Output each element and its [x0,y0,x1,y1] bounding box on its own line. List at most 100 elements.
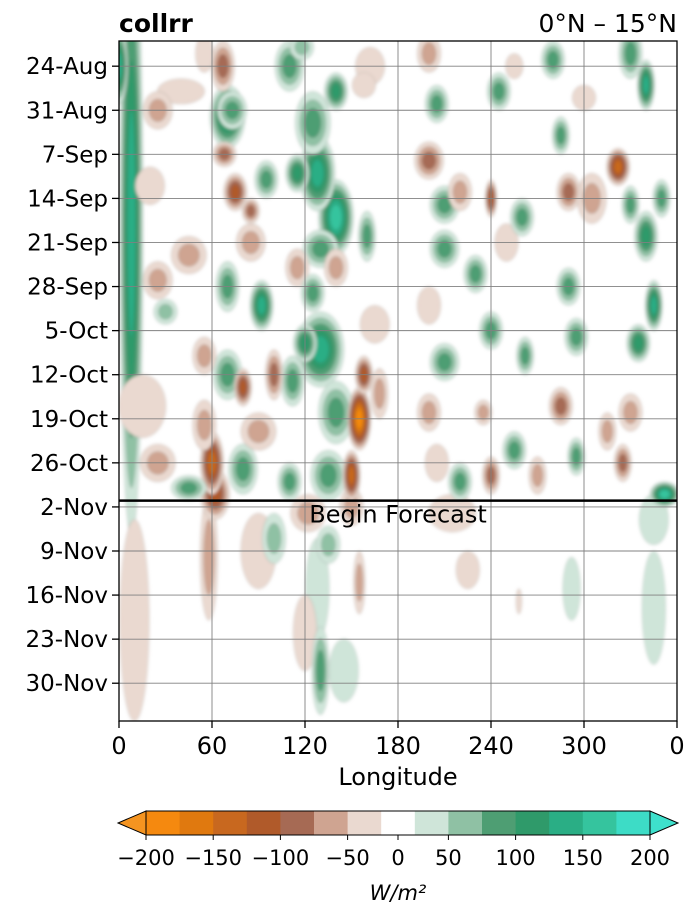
contour-level [328,256,344,280]
heatmap-cell [429,342,460,382]
heatmap-cell [254,160,279,199]
contour-level [180,481,198,495]
contour-level [359,305,390,344]
x-tick-label: 60 [197,732,228,760]
contour-level [119,519,150,721]
heatmap-cell [548,387,573,426]
heatmap-cell [551,116,570,155]
contour-level [430,94,443,114]
heatmap-cell [357,210,377,262]
heatmap-cell [119,519,150,721]
y-tick-label: 5-Oct [45,319,108,345]
colorbar-swatch [616,811,651,835]
contour-level [328,638,359,703]
y-tick-label: 30-Nov [26,671,108,697]
contour-level [640,225,651,247]
contour-level [373,378,386,410]
heatmap-cell [424,84,449,124]
heatmap-cell [277,462,302,501]
contour-level [329,204,343,231]
contour-level [355,563,364,602]
heatmap-cell [621,185,640,224]
heatmap-cell [192,399,217,451]
heatmap-cell [317,380,354,445]
heatmap-cell [199,493,218,621]
heatmap-cell [290,494,327,533]
contour-level [351,72,377,99]
contour-level [158,303,173,320]
grid-lines [119,41,677,721]
contour-level [283,472,296,491]
y-tick-label: 16-Nov [26,583,108,609]
heatmap-cell [300,273,325,313]
contour-level [235,457,251,482]
contour-level [642,75,650,95]
heatmap-cell [562,556,581,621]
contour-level [556,126,566,145]
colorbar-swatch [482,811,516,835]
contour-level [650,295,658,315]
y-tick-label: 2-Nov [40,495,108,521]
contour-level [239,379,247,396]
contour-level [477,404,489,421]
heatmap-cell [119,374,167,438]
contour-level [421,151,437,170]
contour-level [311,239,329,258]
heatmap-cell [416,286,442,325]
colorbar-swatch [146,811,180,835]
contour-level [508,441,521,460]
colorbar-swatch [347,811,382,835]
contour-level [437,353,452,372]
x-tick-label: 300 [561,732,607,760]
contour-level [492,82,505,101]
colorbar-tick-label: −50 [325,846,369,870]
heatmap-cell [641,550,666,665]
contour-level [327,397,345,428]
y-tick-label: 24-Aug [26,54,108,80]
contour-level [294,41,310,56]
contour-level [520,346,530,365]
colorbar-label: W/m² [370,881,427,905]
heatmap-cell [515,336,535,375]
colorbar-swatch [314,811,348,835]
heatmap-cell [261,512,287,564]
contour-level [320,533,336,557]
contour-level [246,204,256,218]
y-axis-ticks: 24-Aug 31-Aug 7-Sep 14-Sep 21-Sep 28-Sep 5-Oct… [26,54,119,697]
contour-level [316,649,325,692]
region-label: 0°N – 15°N [538,9,677,38]
heatmap-cell [474,399,493,426]
contour-level [286,368,299,394]
colorbar-swatch [582,811,617,835]
heatmap-cell [633,210,659,262]
colorbar: −200 −150 −100 −50 0 50 100 150 200 [116,810,680,870]
heatmap-cell [605,147,631,187]
contour-level [562,183,575,202]
heatmap-cell [528,456,547,495]
x-tick-label: 240 [468,732,514,760]
heatmap-cell [311,626,330,715]
contour-level [119,374,167,438]
contour-level [266,523,282,554]
contour-level [516,208,528,227]
colorbar-swatch [381,811,416,835]
heatmap-cell [294,91,331,155]
heatmap-layer [119,41,677,721]
heatmap-cell [351,72,377,99]
heatmap-cell [416,393,442,432]
contour-level [452,180,468,204]
heatmap-cell [567,437,586,476]
chart-title: collrr [119,9,193,38]
heatmap-cell [323,248,349,287]
heatmap-cell [515,588,523,615]
colorbar-swatch [515,811,550,835]
colorbar-tick-label: −100 [252,846,310,870]
heatmap-cell [626,324,651,363]
y-tick-label: 14-Sep [27,186,108,212]
contour-level [571,447,581,466]
colorbar-tick-label: 200 [630,846,670,870]
contour-level [195,41,214,73]
colorbar-swatch [280,811,315,835]
colorbar-tick-label: 50 [435,846,462,870]
